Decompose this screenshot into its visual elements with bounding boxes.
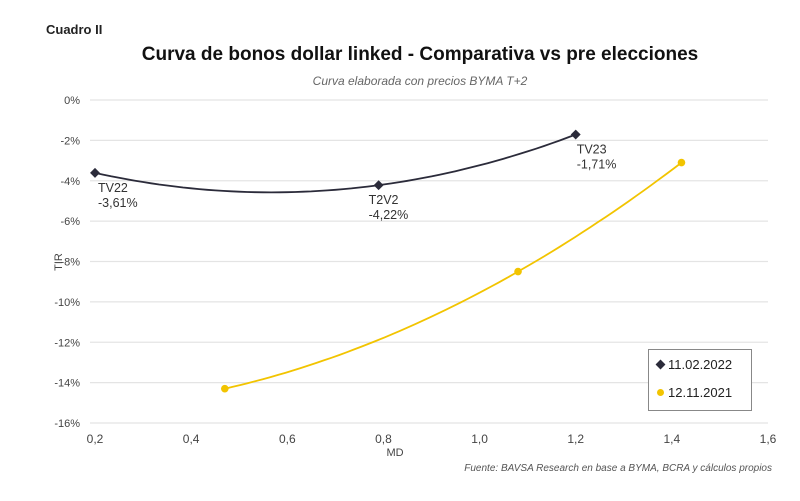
x-tick-label: 1,6 [760,432,777,446]
y-tick-label: -8% [60,257,80,269]
chart-label: Cuadro II [46,22,103,37]
x-tick-label: 1,0 [471,432,488,446]
data-point-diamond [90,167,100,178]
y-tick-label: -2% [60,135,80,147]
data-point-diamond [373,180,384,191]
legend-item-0: 11.02.2022 [649,350,751,378]
y-tick-label: 0% [64,95,80,107]
data-point-circle [677,158,686,167]
series-line-1 [224,161,683,390]
x-tick-label: 0,8 [375,432,392,446]
data-label-value: -4,22% [369,208,409,222]
x-tick-label: 0,6 [279,432,296,446]
x-tick-label: 0,4 [183,432,200,446]
data-point-circle [220,384,229,393]
legend-item-1: 12.11.2021 [649,378,751,406]
y-axis-label: TIR [53,253,65,271]
data-label-value: -1,71% [577,158,617,172]
source-note: Fuente: BAVSA Research en base a BYMA, B… [464,463,772,474]
x-tick-label: 0,2 [87,432,104,446]
data-point-diamond [570,129,581,140]
y-tick-label: -10% [54,297,80,309]
data-label-name: TV23 [577,143,607,157]
y-tick-label: -14% [54,378,80,390]
legend-marker-circle-icon [657,388,664,396]
legend-marker-diamond-icon [655,359,666,369]
legend: 11.02.2022 12.11.2021 [648,349,752,411]
x-tick-label: 1,2 [567,432,584,446]
chart-title: Curva de bonos dollar linked - Comparati… [141,44,699,65]
data-label-name: T2V2 [369,193,399,207]
legend-label: 11.02.2022 [668,356,733,372]
y-tick-label: -4% [60,176,80,188]
x-axis-label: MD [386,447,403,459]
x-tick-label: 1,4 [664,432,681,446]
data-point-circle [514,267,522,276]
y-tick-label: -6% [60,216,80,228]
y-tick-label: -16% [54,418,80,430]
data-label-value: -3,61% [98,196,138,210]
series-line-0 [94,133,577,194]
data-label-name: TV22 [98,181,128,195]
legend-label: 12.11.2021 [668,384,733,400]
chart-subtitle: Curva elaborada con precios BYMA T+2 [312,74,528,88]
y-tick-label: -12% [54,337,80,349]
